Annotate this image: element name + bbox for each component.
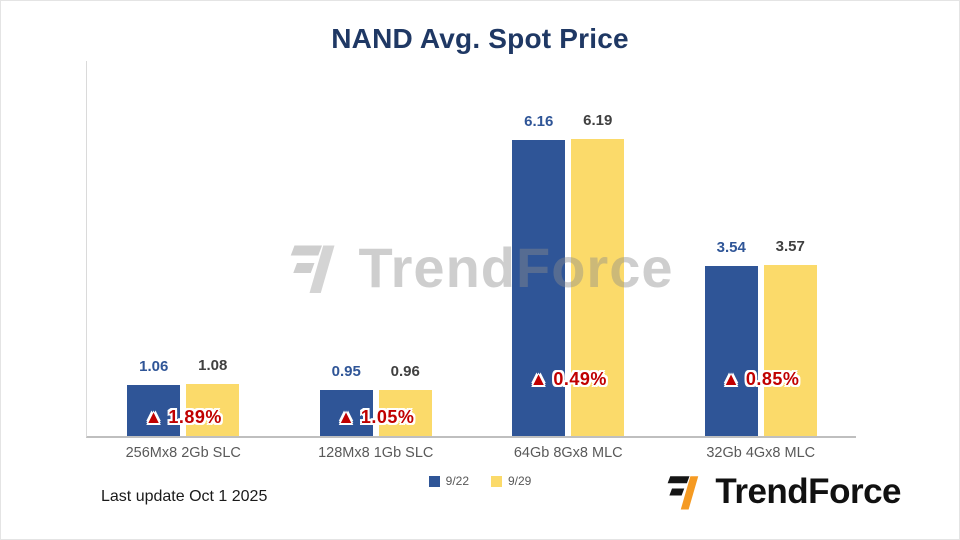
legend-swatch: [491, 475, 502, 487]
value-label: 3.57: [775, 237, 805, 255]
x-axis-category-label: 64Gb 8Gx8 MLC: [513, 445, 623, 461]
pct-change-label: ▲ 0.85%: [722, 369, 800, 389]
legend-swatch: [428, 475, 440, 487]
trendforce-logo: TrendForce: [665, 471, 901, 513]
pct-change-label: ▲ 1.05%: [337, 407, 415, 427]
value-label: 6.16: [524, 113, 554, 131]
x-axis-category-label: 32Gb 4Gx8 MLC: [706, 445, 816, 461]
bar-series-9/22: [127, 385, 181, 436]
value-label: 0.96: [390, 362, 420, 380]
bar-series-9/29: [186, 384, 240, 436]
bar-series-9/22: [319, 390, 373, 436]
trendforce-logo-icon: [668, 476, 699, 510]
bar-chart-plot-area: 1.06 1.08 ▲ 1.89% 256Mx8 2Gb SLC 0.95 0.96 ▲ 1…: [86, 61, 856, 461]
value-label: 0.95: [331, 363, 361, 381]
legend-item: 9/29: [491, 474, 531, 488]
pct-change-label: ▲ 0.49%: [529, 369, 607, 389]
trendforce-logo-text: TrendForce: [715, 472, 901, 511]
value-label: 3.54: [716, 239, 746, 257]
bar-series-9/29: [571, 138, 625, 436]
legend-item: 9/22: [428, 474, 469, 488]
chart-title: NAND Avg. Spot Price: [331, 23, 629, 54]
value-label: 1.08: [198, 357, 228, 375]
bar-series-9/22: [704, 266, 758, 436]
last-update-text: Last update Oct 1 2025: [101, 488, 268, 505]
x-axis-category-label: 128Mx8 1Gb SLC: [318, 445, 434, 461]
legend-label: 9/22: [445, 474, 469, 488]
bar-series-9/29: [763, 264, 817, 436]
value-label: 1.06: [139, 358, 169, 376]
x-axis-category-label: 256Mx8 2Gb SLC: [125, 445, 241, 461]
chart-legend: 9/22 9/29: [1, 474, 959, 488]
bar-series-9/22: [512, 140, 566, 436]
legend-label: 9/29: [508, 474, 532, 488]
bar-series-9/29: [378, 389, 432, 436]
value-label: 6.19: [583, 111, 613, 129]
pct-change-label: ▲ 1.89%: [144, 407, 222, 427]
